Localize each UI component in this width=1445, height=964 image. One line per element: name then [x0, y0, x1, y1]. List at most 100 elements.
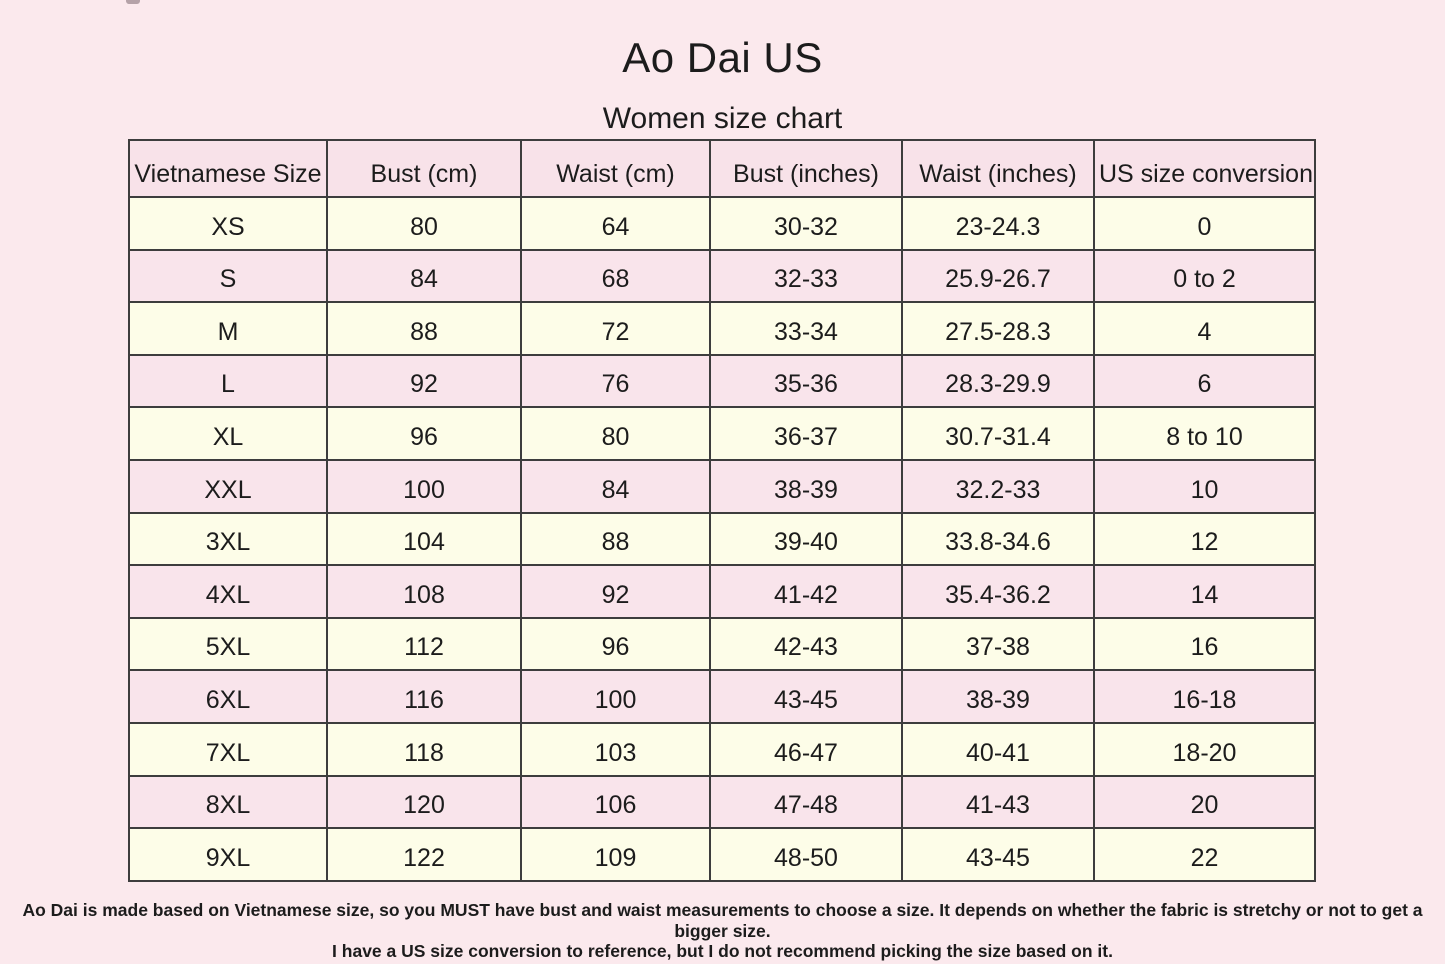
- top-edge-artifact: [126, 0, 140, 4]
- value-cell: 42-43: [709, 616, 903, 672]
- column-header: Vietnamese Size: [128, 139, 328, 198]
- value-cell: 80: [520, 406, 711, 462]
- value-cell: 43-45: [709, 669, 903, 725]
- value-cell: 80: [326, 196, 522, 251]
- table-row: S 84 68 32-33 25.9-26.7 0 to 2: [128, 248, 1316, 304]
- table-row: 5XL 112 96 42-43 37-38 16: [128, 616, 1316, 672]
- value-cell: 10: [1093, 459, 1316, 514]
- value-cell: 30-32: [709, 196, 903, 251]
- column-header: US size conversion: [1093, 139, 1316, 198]
- page-title: Ao Dai US: [622, 34, 823, 81]
- table-row: XS 80 64 30-32 23-24.3 0: [128, 196, 1316, 251]
- value-cell: 28.3-29.9: [901, 353, 1095, 409]
- table-body: XS 80 64 30-32 23-24.3 0 S 84 68 32-33 25.9-26.7 0 …: [128, 196, 1316, 882]
- table-row: 4XL 108 92 41-42 35.4-36.2 14: [128, 564, 1316, 619]
- value-cell: 41-43: [901, 774, 1095, 830]
- value-cell: 120: [326, 774, 522, 830]
- value-cell: 43-45: [901, 827, 1095, 882]
- value-cell: 4: [1093, 301, 1316, 356]
- value-cell: 27.5-28.3: [901, 301, 1095, 356]
- size-cell: 9XL: [128, 827, 328, 882]
- table-row: XXL 100 84 38-39 32.2-33 10: [128, 459, 1316, 514]
- value-cell: 122: [326, 827, 522, 882]
- value-cell: 100: [520, 669, 711, 725]
- value-cell: 35-36: [709, 353, 903, 409]
- value-cell: 37-38: [901, 616, 1095, 672]
- value-cell: 0: [1093, 196, 1316, 251]
- column-header: Waist (cm): [520, 139, 711, 198]
- value-cell: 38-39: [901, 669, 1095, 725]
- size-chart-table: Vietnamese Size Bust (cm) Waist (cm) Bust (…: [128, 139, 1316, 882]
- size-cell: 7XL: [128, 722, 328, 777]
- value-cell: 41-42: [709, 564, 903, 619]
- value-cell: 0 to 2: [1093, 248, 1316, 304]
- value-cell: 46-47: [709, 722, 903, 777]
- value-cell: 96: [520, 616, 711, 672]
- value-cell: 32-33: [709, 248, 903, 304]
- value-cell: 23-24.3: [901, 196, 1095, 251]
- value-cell: 76: [520, 353, 711, 409]
- value-cell: 35.4-36.2: [901, 564, 1095, 619]
- value-cell: 96: [326, 406, 522, 462]
- value-cell: 100: [326, 459, 522, 514]
- value-cell: 108: [326, 564, 522, 619]
- table-row: L 92 76 35-36 28.3-29.9 6: [128, 353, 1316, 409]
- value-cell: 8 to 10: [1093, 406, 1316, 462]
- table-row: 7XL 118 103 46-47 40-41 18-20: [128, 722, 1316, 777]
- column-header: Waist (inches): [901, 139, 1095, 198]
- table-row: M 88 72 33-34 27.5-28.3 4: [128, 301, 1316, 356]
- table-row: 8XL 120 106 47-48 41-43 20: [128, 774, 1316, 830]
- value-cell: 88: [326, 301, 522, 356]
- table-row: 9XL 122 109 48-50 43-45 22: [128, 827, 1316, 882]
- table-header-row: Vietnamese Size Bust (cm) Waist (cm) Bust (…: [128, 139, 1316, 198]
- size-cell: M: [128, 301, 328, 356]
- table-row: 6XL 116 100 43-45 38-39 16-18: [128, 669, 1316, 725]
- size-cell: S: [128, 248, 328, 304]
- value-cell: 48-50: [709, 827, 903, 882]
- value-cell: 68: [520, 248, 711, 304]
- value-cell: 30.7-31.4: [901, 406, 1095, 462]
- size-cell: 4XL: [128, 564, 328, 619]
- value-cell: 104: [326, 511, 522, 567]
- value-cell: 112: [326, 616, 522, 672]
- size-cell: 5XL: [128, 616, 328, 672]
- value-cell: 12: [1093, 511, 1316, 567]
- value-cell: 39-40: [709, 511, 903, 567]
- value-cell: 118: [326, 722, 522, 777]
- size-cell: L: [128, 353, 328, 409]
- value-cell: 32.2-33: [901, 459, 1095, 514]
- size-cell: 6XL: [128, 669, 328, 725]
- value-cell: 40-41: [901, 722, 1095, 777]
- value-cell: 92: [520, 564, 711, 619]
- value-cell: 25.9-26.7: [901, 248, 1095, 304]
- value-cell: 72: [520, 301, 711, 356]
- value-cell: 103: [520, 722, 711, 777]
- size-cell: 3XL: [128, 511, 328, 567]
- value-cell: 88: [520, 511, 711, 567]
- value-cell: 116: [326, 669, 522, 725]
- size-cell: XS: [128, 196, 328, 251]
- value-cell: 20: [1093, 774, 1316, 830]
- value-cell: 92: [326, 353, 522, 409]
- size-cell: 8XL: [128, 774, 328, 830]
- size-cell: XL: [128, 406, 328, 462]
- footnote-sizing-advice: Ao Dai is made based on Vietnamese size,…: [22, 900, 1423, 941]
- value-cell: 33.8-34.6: [901, 511, 1095, 567]
- value-cell: 36-37: [709, 406, 903, 462]
- value-cell: 106: [520, 774, 711, 830]
- value-cell: 14: [1093, 564, 1316, 619]
- column-header: Bust (inches): [709, 139, 903, 198]
- value-cell: 6: [1093, 353, 1316, 409]
- size-cell: XXL: [128, 459, 328, 514]
- table-row: 3XL 104 88 39-40 33.8-34.6 12: [128, 511, 1316, 567]
- footnote-conversion-advice: I have a US size conversion to reference…: [332, 941, 1113, 961]
- value-cell: 84: [520, 459, 711, 514]
- value-cell: 109: [520, 827, 711, 882]
- value-cell: 47-48: [709, 774, 903, 830]
- value-cell: 22: [1093, 827, 1316, 882]
- page-subtitle: Women size chart: [602, 102, 843, 135]
- value-cell: 84: [326, 248, 522, 304]
- value-cell: 16-18: [1093, 669, 1316, 725]
- value-cell: 16: [1093, 616, 1316, 672]
